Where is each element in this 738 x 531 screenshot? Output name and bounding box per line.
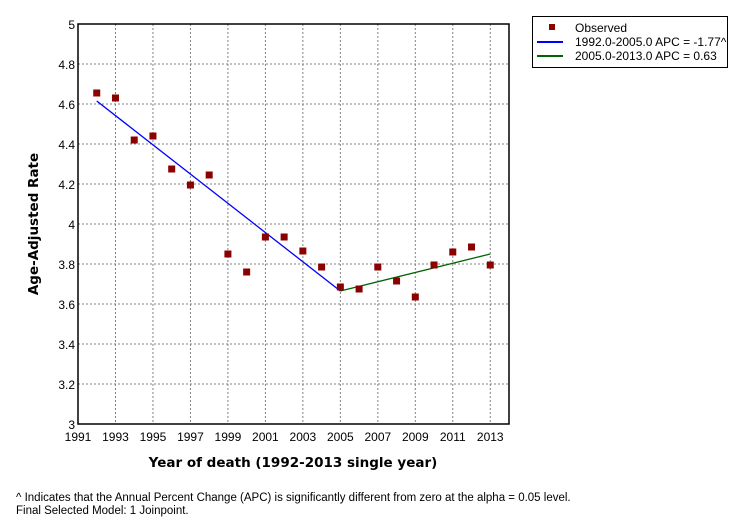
y-tick-label: 3.6: [58, 298, 75, 312]
legend: Observed 1992.0-2005.0 APC = -1.77^ 2005…: [532, 16, 728, 68]
legend-item-segment-2: 2005.0-2013.0 APC = 0.63: [533, 49, 727, 63]
observed-point: [449, 248, 457, 256]
x-tick-labels: 1991 1993 1995 1997 1999 2001 2003 2005 2007 2009…: [65, 430, 504, 444]
y-tick-label: 3.2: [58, 378, 75, 392]
square-marker-icon: [549, 24, 555, 30]
observed-point: [299, 247, 307, 255]
x-tick-label: 1999: [215, 430, 242, 444]
legend-label: 2005.0-2013.0 APC = 0.63: [575, 49, 717, 63]
fit-lines: [96, 100, 491, 292]
y-axis-title: Age-Adjusted Rate: [26, 153, 42, 295]
x-tick-label: 1991: [65, 430, 92, 444]
observed-point: [355, 285, 363, 293]
x-tick-label: 2003: [290, 430, 317, 444]
x-tick-label: 2005: [327, 430, 354, 444]
observed-point: [374, 263, 382, 271]
observed-point: [280, 233, 288, 241]
y-tick-label: 4.8: [58, 58, 75, 72]
x-tick-label: 2007: [364, 430, 391, 444]
x-tick-label: 1993: [102, 430, 129, 444]
observed-point: [186, 181, 194, 189]
observed-point: [411, 293, 419, 301]
segment-1992-2005-line: [96, 100, 341, 292]
observed-point: [243, 268, 251, 276]
legend-label: 1992.0-2005.0 APC = -1.77^: [575, 35, 727, 49]
x-tick-label: 2001: [252, 430, 279, 444]
blue-line-icon: [537, 41, 563, 43]
observed-point: [224, 250, 232, 258]
grid-lines: [78, 24, 509, 424]
legend-item-observed: Observed: [533, 21, 727, 35]
legend-item-segment-1: 1992.0-2005.0 APC = -1.77^: [533, 35, 727, 49]
observed-point: [93, 89, 101, 97]
observed-point: [430, 261, 438, 269]
observed-point: [261, 233, 269, 241]
observed-point: [468, 243, 476, 251]
x-tick-label: 1995: [140, 430, 167, 444]
y-tick-label: 4.6: [58, 98, 75, 112]
observed-point: [111, 94, 119, 102]
y-tick-label: 3.8: [58, 258, 75, 272]
y-tick-label: 4.4: [58, 138, 75, 152]
footnote-significance: ^ Indicates that the Annual Percent Chan…: [16, 492, 571, 504]
footnote: ^ Indicates that the Annual Percent Chan…: [16, 492, 571, 518]
observed-point: [149, 132, 157, 140]
x-tick-label: 2009: [402, 430, 429, 444]
x-axis-title: Year of death (1992-2013 single year): [148, 455, 438, 471]
observed-point: [336, 283, 344, 291]
y-tick-label: 4: [68, 218, 75, 232]
observed-point: [205, 171, 213, 179]
observed-points: [93, 89, 494, 301]
x-tick-label: 2011: [440, 430, 466, 444]
legend-label: Observed: [575, 21, 628, 35]
segment-2005-2013-line: [340, 253, 491, 292]
observed-point: [130, 136, 138, 144]
y-tick-labels: 5 4.8 4.6 4.4 4.2 4 3.8 3.6 3.4 3.2 3: [58, 18, 75, 432]
y-tick-label: 3: [68, 418, 75, 432]
footnote-model: Final Selected Model: 1 Joinpoint.: [16, 505, 189, 517]
y-tick-label: 5: [68, 18, 75, 32]
x-tick-label: 2013: [477, 430, 504, 444]
y-tick-label: 4.2: [58, 178, 75, 192]
x-tick-label: 1997: [177, 430, 204, 444]
observed-point: [168, 165, 176, 173]
observed-point: [393, 277, 401, 285]
observed-point: [318, 263, 326, 271]
y-tick-label: 3.4: [58, 338, 75, 352]
observed-point: [486, 261, 494, 269]
green-line-icon: [537, 55, 563, 57]
plot-frame: [77, 23, 510, 425]
